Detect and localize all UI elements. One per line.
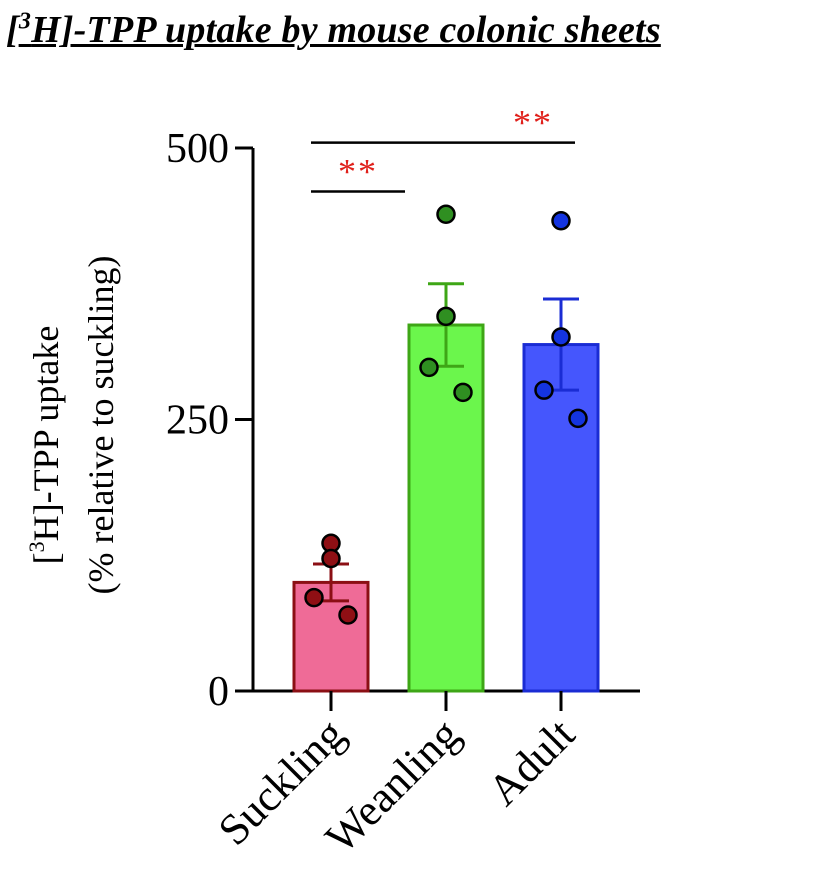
data-point-suckling: [321, 548, 341, 569]
data-point-weanling: [419, 357, 439, 378]
y-tick-label: 500: [166, 126, 229, 172]
y-tick-label: 0: [208, 669, 229, 715]
significance-label-1: **: [513, 103, 553, 143]
data-point-adult: [568, 408, 588, 429]
significance-label-0: **: [338, 151, 378, 191]
y-axis-label-line2: (% relative to suckling): [81, 256, 121, 595]
data-point-weanling: [453, 382, 473, 403]
y-tick-label: 250: [166, 398, 229, 444]
chart-title-wrap: [3H]-TPP uptake by mouse colonic sheets: [0, 8, 820, 52]
data-point-weanling: [436, 204, 456, 224]
bar-adult: [522, 343, 600, 693]
data-point-adult: [534, 380, 554, 400]
data-point-adult: [551, 327, 571, 347]
data-point-adult: [551, 211, 571, 231]
data-point-weanling: [436, 306, 456, 327]
y-axis-label: [3H]-TPP uptake: [24, 326, 66, 565]
chart-title: [3H]-TPP uptake by mouse colonic sheets: [6, 8, 661, 51]
bar-weanling: [407, 323, 485, 693]
data-point-suckling: [304, 587, 324, 608]
x-tick-label-adult: Adult: [479, 709, 585, 815]
data-point-suckling: [338, 605, 358, 625]
